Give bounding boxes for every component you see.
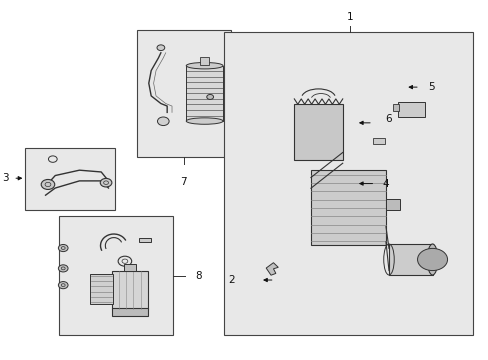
Text: 6: 6 xyxy=(384,114,391,124)
Bar xyxy=(310,170,385,246)
Polygon shape xyxy=(265,263,278,275)
Text: 5: 5 xyxy=(428,82,434,92)
Bar xyxy=(385,199,399,210)
Ellipse shape xyxy=(427,244,437,275)
Bar xyxy=(137,30,231,157)
Text: 3: 3 xyxy=(1,173,8,183)
Text: 8: 8 xyxy=(195,271,202,282)
Circle shape xyxy=(206,94,213,99)
Circle shape xyxy=(157,45,164,50)
Ellipse shape xyxy=(186,118,223,124)
Bar xyxy=(25,148,115,210)
Bar xyxy=(200,58,209,64)
Ellipse shape xyxy=(186,63,223,69)
Bar xyxy=(186,66,223,121)
Bar xyxy=(224,32,472,336)
Bar xyxy=(139,238,151,242)
Text: 2: 2 xyxy=(228,275,235,285)
Text: 1: 1 xyxy=(346,13,352,22)
Bar xyxy=(388,244,432,275)
Circle shape xyxy=(58,265,68,272)
Bar xyxy=(111,308,147,316)
Bar xyxy=(123,264,135,271)
Circle shape xyxy=(157,117,169,126)
Bar xyxy=(294,104,342,159)
Circle shape xyxy=(100,179,112,187)
Text: 7: 7 xyxy=(180,177,186,187)
Bar xyxy=(59,216,173,336)
Bar xyxy=(393,104,399,111)
Text: 4: 4 xyxy=(382,179,388,189)
Bar xyxy=(398,103,424,117)
Bar xyxy=(90,274,113,304)
Bar xyxy=(111,271,147,309)
Circle shape xyxy=(58,244,68,252)
Circle shape xyxy=(58,282,68,289)
Circle shape xyxy=(41,180,55,189)
Circle shape xyxy=(417,248,447,271)
Bar xyxy=(373,138,385,144)
